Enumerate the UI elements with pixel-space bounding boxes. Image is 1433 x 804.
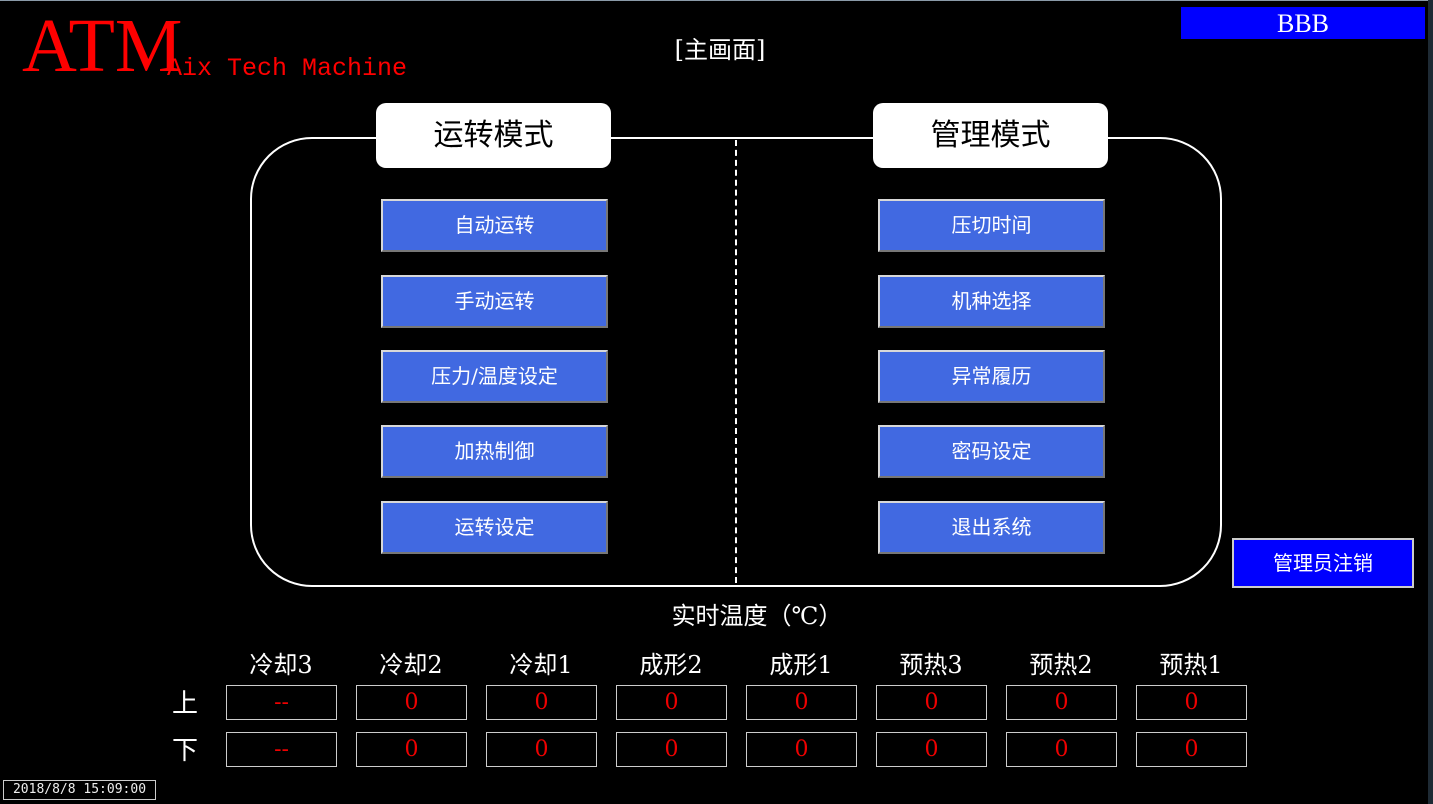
temperature-value: 0 (876, 732, 987, 767)
management-button-2[interactable]: 机种选择 (878, 275, 1105, 328)
column-header: 冷却2 (379, 651, 443, 679)
temperature-title: 实时温度（℃） (671, 602, 843, 630)
scrollbar[interactable] (1428, 0, 1433, 804)
management-button-5[interactable]: 退出系统 (878, 501, 1105, 554)
operation-button-4[interactable]: 加热制御 (381, 425, 608, 478)
column-header: 预热3 (899, 651, 963, 679)
temperature-value: 0 (746, 685, 857, 720)
temperature-value: 0 (1006, 685, 1117, 720)
operation-button-5[interactable]: 运转设定 (381, 501, 608, 554)
row-label: 上 (172, 689, 199, 719)
temperature-value: 0 (876, 685, 987, 720)
temperature-value: 0 (746, 732, 857, 767)
user-badge: BBB (1181, 7, 1425, 39)
temperature-value: 0 (356, 685, 467, 720)
divider (735, 140, 737, 583)
temperature-value: 0 (356, 732, 467, 767)
temperature-value: 0 (486, 685, 597, 720)
column-header: 预热2 (1029, 651, 1093, 679)
timestamp: 2018/8/8 15:09:00 (3, 780, 156, 800)
row-label: 下 (172, 736, 199, 766)
logo-subtitle: Aix Tech Machine (167, 54, 408, 83)
temperature-value: -- (226, 732, 337, 767)
column-header: 成形1 (769, 651, 833, 679)
column-header: 预热1 (1159, 651, 1223, 679)
logo: ATM (22, 4, 183, 88)
management-button-4[interactable]: 密码设定 (878, 425, 1105, 478)
operation-button-1[interactable]: 自动运转 (381, 199, 608, 252)
column-header: 冷却3 (249, 651, 313, 679)
temperature-value: 0 (1136, 732, 1247, 767)
temperature-value: 0 (616, 732, 727, 767)
mode-frame (250, 137, 1222, 587)
page-title: [主画面] (674, 36, 766, 64)
temperature-value: 0 (1136, 685, 1247, 720)
column-header: 成形2 (639, 651, 703, 679)
operation-mode-title: 运转模式 (376, 103, 611, 168)
operation-button-2[interactable]: 手动运转 (381, 275, 608, 328)
column-header: 冷却1 (509, 651, 573, 679)
window-border (0, 0, 1433, 1)
temperature-value: 0 (486, 732, 597, 767)
admin-logout-button[interactable]: 管理员注销 (1232, 538, 1414, 588)
management-button-1[interactable]: 压切时间 (878, 199, 1105, 252)
temperature-value: 0 (616, 685, 727, 720)
temperature-value: -- (226, 685, 337, 720)
operation-button-3[interactable]: 压力/温度设定 (381, 350, 608, 403)
management-button-3[interactable]: 异常履历 (878, 350, 1105, 403)
management-mode-title: 管理模式 (873, 103, 1108, 168)
temperature-value: 0 (1006, 732, 1117, 767)
